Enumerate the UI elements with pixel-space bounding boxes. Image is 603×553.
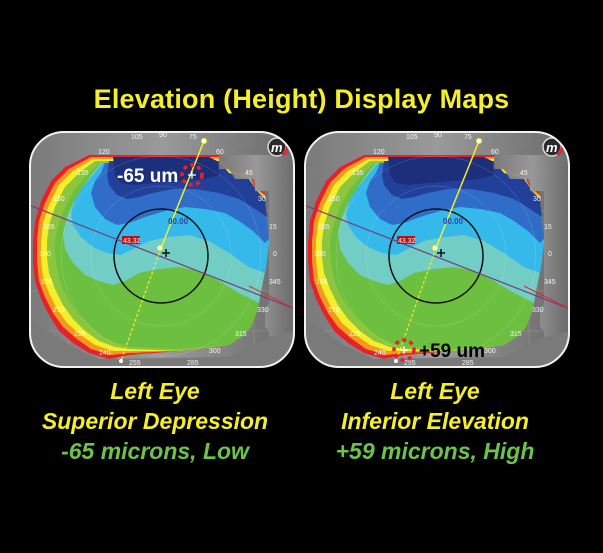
angle-label: 315 [510,331,522,338]
center-value: 00.00 [168,217,189,226]
angle-label: 150 [53,196,65,203]
angle-label: 225 [74,331,86,338]
angle-label: 315 [235,331,247,338]
svg-text:m: m [546,140,558,155]
angle-label: 330 [532,307,544,314]
angle-label: 195 [41,279,53,286]
angle-label: 150 [328,196,340,203]
caption-right: Left Eye Inferior Elevation +59 microns,… [290,376,580,466]
elevation-map-right: 00.00 43.32 105 90 75 120 60 135 45 150 … [304,131,570,368]
angle-label: 30 [533,196,541,203]
angle-label: 30 [258,196,266,203]
angle-label: 285 [462,360,474,367]
angle-label: 180 [39,251,51,258]
location-marker [180,163,204,187]
angle-label: 0 [548,251,552,258]
angle-label: 75 [189,134,197,141]
angle-label: 120 [373,149,385,156]
angle-label: 135 [352,170,364,177]
angle-label: 165 [43,224,55,231]
elevation-map-left: 00.00 43.32 105 90 75 120 60 135 45 150 … [29,131,295,368]
angle-label: 225 [349,331,361,338]
m-logo-icon: m [542,137,564,157]
angle-label: 255 [129,360,141,367]
center-value: 00.00 [443,217,464,226]
axis-readout: 43.32 [398,238,416,245]
angle-label: 60 [491,149,499,156]
angle-label: 75 [464,134,472,141]
caption-eye: Left Eye [110,378,200,404]
caption-eye: Left Eye [390,378,480,404]
caption-value: -65 microns, Low [61,438,249,464]
angle-label: 240 [374,350,386,357]
angle-label: 195 [316,279,328,286]
angle-label: 15 [269,224,277,231]
angle-label: 90 [159,132,167,139]
angle-label: 60 [216,149,224,156]
angle-label: 105 [406,134,418,141]
angle-label: 300 [484,348,496,355]
angle-label: 240 [99,350,111,357]
angle-label: 15 [544,224,552,231]
angle-label: 45 [520,170,528,177]
angle-label: 330 [257,307,269,314]
angle-label: 120 [98,149,110,156]
angle-label: 210 [53,307,65,314]
angle-label: 180 [314,251,326,258]
angle-label: 90 [434,132,442,139]
angle-label: 165 [318,224,330,231]
axis-readout: 43.32 [123,238,141,245]
caption-finding: Superior Depression [41,408,269,434]
page-title: Elevation (Height) Display Maps [93,84,510,114]
angle-label: 105 [131,134,143,141]
caption-left: Left Eye Superior Depression -65 microns… [10,376,300,466]
angle-label: 345 [544,279,556,286]
angle-label: 300 [209,348,221,355]
angle-label: 255 [404,360,416,367]
caption-value: +59 microns, High [335,438,535,464]
angle-label: 0 [273,251,277,258]
angle-label: 345 [269,279,281,286]
svg-text:m: m [271,140,283,155]
angle-label: 285 [187,360,199,367]
location-marker [392,338,416,362]
angle-label: 210 [328,307,340,314]
caption-finding: Inferior Elevation [341,408,529,434]
elevation-annotation: +59 um [419,341,485,362]
angle-label: 135 [77,170,89,177]
elevation-annotation: -65 um [117,166,178,187]
angle-label: 45 [245,170,253,177]
